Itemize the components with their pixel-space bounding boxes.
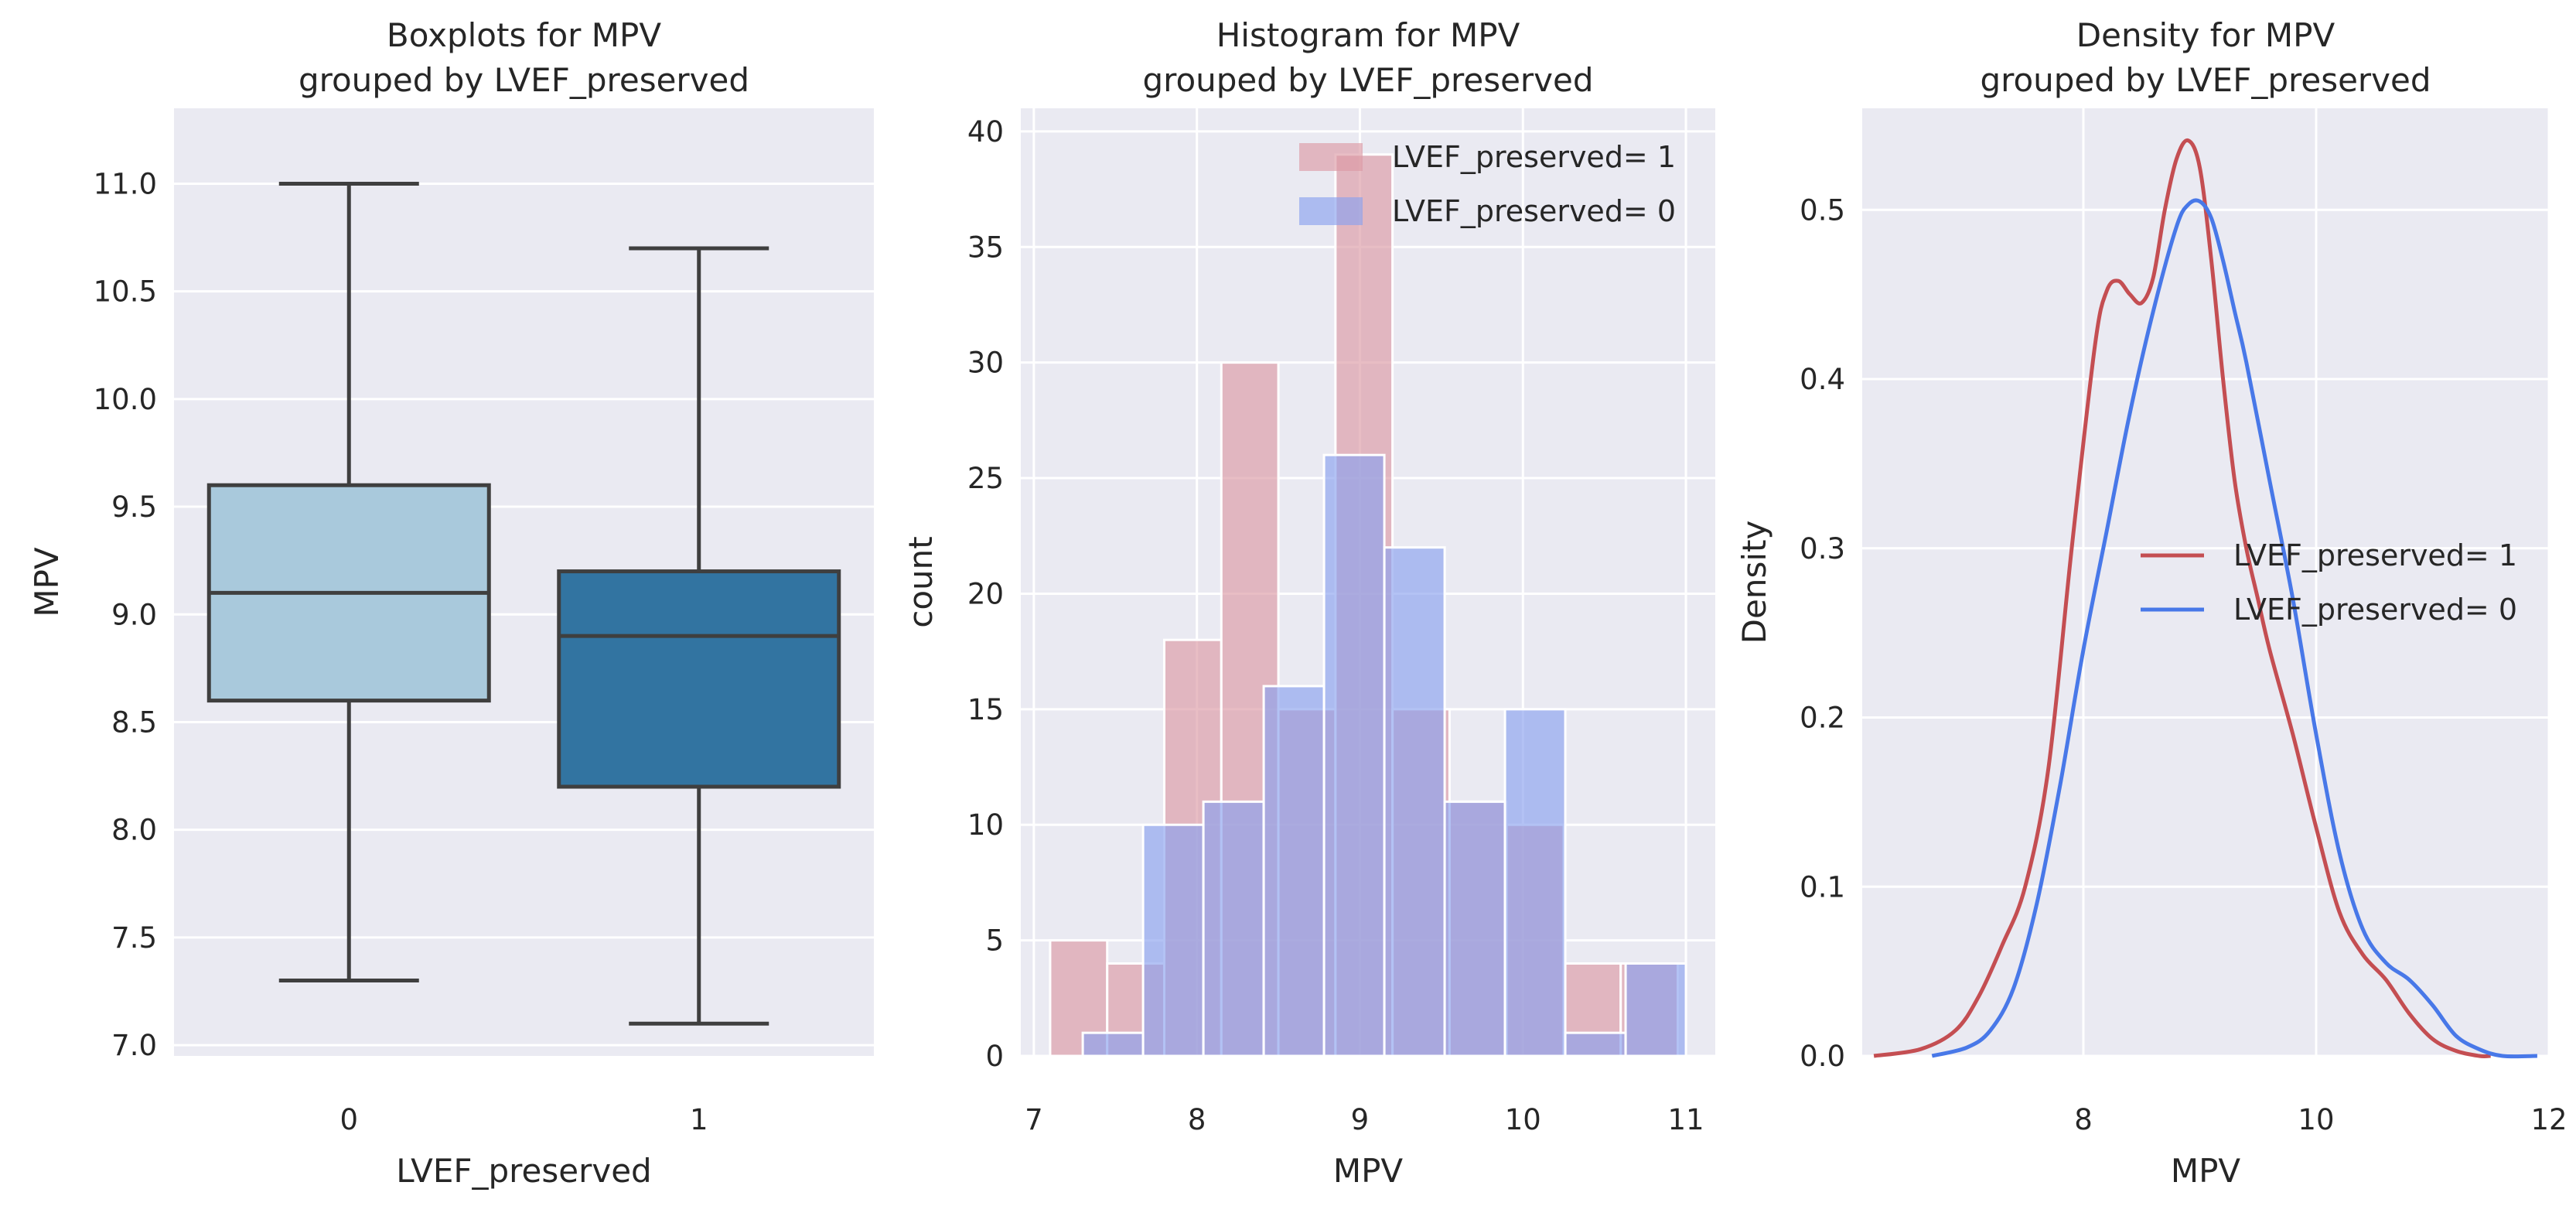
chart-title-line-1: Boxplots for MPV — [387, 16, 661, 54]
y-tick-label: 9.0 — [111, 598, 157, 631]
x-tick-label: 1 — [690, 1103, 708, 1136]
y-tick-label: 10 — [967, 808, 1004, 842]
x-tick-label: 10 — [2298, 1103, 2334, 1136]
chart-title-line-2: grouped by LVEF_preserved — [299, 61, 749, 99]
legend-swatch-series-1 — [1299, 197, 1363, 225]
hist-bar-series-1 — [1503, 708, 1567, 1057]
y-tick-label: 0 — [985, 1040, 1004, 1073]
legend-label-series-0: LVEF_preserved= 1 — [2233, 538, 2517, 572]
x-tick-label: 12 — [2530, 1103, 2567, 1136]
chart-title-line-1: Histogram for MPV — [1216, 16, 1520, 54]
x-axis-label: MPV — [2171, 1152, 2241, 1190]
y-tick-label: 30 — [967, 347, 1004, 380]
y-tick-label: 8.0 — [111, 814, 157, 847]
density-panel: Density for MPV grouped by LVEF_preserved… — [1735, 16, 2567, 1190]
histogram-panel: Histogram for MPV grouped by LVEF_preserv… — [902, 16, 1715, 1190]
density-line-series-0 — [1873, 138, 2491, 1058]
x-tick-label: 8 — [2074, 1103, 2093, 1136]
y-tick-label: 9.5 — [111, 490, 157, 524]
chart-title-line-2: grouped by LVEF_preserved — [1142, 61, 1593, 99]
hist-bar-series-1 — [1322, 453, 1386, 1057]
y-tick-label: 7.0 — [111, 1029, 157, 1062]
hist-bar-series-1 — [1141, 823, 1205, 1057]
hist-bar-series-1 — [1262, 685, 1326, 1057]
y-axis-label: Density — [1735, 521, 1773, 644]
density-line-series-1 — [1931, 198, 2537, 1059]
legend-label-series-1: LVEF_preserved= 0 — [2233, 593, 2517, 627]
hist-bar-series-1 — [1564, 1031, 1627, 1057]
x-axis-label: LVEF_preserved — [396, 1152, 651, 1190]
hist-bar-series-1 — [1624, 962, 1687, 1057]
y-tick-label: 0.3 — [1800, 532, 1845, 565]
y-axis-label: MPV — [28, 547, 66, 617]
y-tick-label: 0.0 — [1800, 1040, 1845, 1073]
legend-label-series-1: LVEF_preserved= 0 — [1392, 194, 1676, 228]
y-tick-label: 0.1 — [1800, 870, 1845, 904]
hist-bar-series-1 — [1202, 800, 1265, 1057]
x-tick-label: 7 — [1025, 1103, 1043, 1136]
x-tick-label: 11 — [1668, 1103, 1704, 1136]
y-tick-label: 5 — [985, 924, 1004, 958]
x-tick-label: 9 — [1351, 1103, 1370, 1136]
chart-title-line-1: Density for MPV — [2076, 16, 2335, 54]
boxplot-panel: Boxplots for MPV grouped by LVEF_preserve… — [28, 16, 874, 1190]
y-tick-label: 25 — [967, 462, 1004, 495]
legend-label-series-0: LVEF_preserved= 1 — [1392, 140, 1676, 174]
y-tick-label: 35 — [967, 231, 1004, 264]
axes-background — [1862, 108, 2549, 1056]
y-tick-label: 0.4 — [1800, 363, 1845, 396]
x-axis-label: MPV — [1333, 1152, 1404, 1190]
hist-bar-series-1 — [1443, 800, 1506, 1057]
y-tick-label: 8.5 — [111, 705, 157, 739]
hist-bar-series-1 — [1081, 1031, 1145, 1057]
y-tick-label: 0.2 — [1800, 702, 1845, 735]
y-tick-label: 10.0 — [94, 383, 157, 416]
y-tick-label: 0.5 — [1800, 193, 1845, 227]
y-tick-label: 10.5 — [94, 275, 157, 309]
y-tick-label: 20 — [967, 577, 1004, 610]
x-tick-label: 0 — [339, 1103, 358, 1136]
y-tick-label: 7.5 — [111, 921, 157, 955]
hist-bar-series-1 — [1383, 546, 1446, 1057]
y-tick-label: 15 — [967, 693, 1004, 726]
x-tick-label: 8 — [1188, 1103, 1206, 1136]
y-tick-label: 11.0 — [94, 167, 157, 200]
box-iqr-1 — [557, 569, 841, 789]
chart-title-line-2: grouped by LVEF_preserved — [1980, 61, 2431, 99]
y-tick-label: 40 — [967, 115, 1004, 149]
y-axis-label: count — [902, 536, 940, 628]
legend-swatch-series-0 — [1299, 143, 1363, 171]
x-tick-label: 10 — [1505, 1103, 1541, 1136]
